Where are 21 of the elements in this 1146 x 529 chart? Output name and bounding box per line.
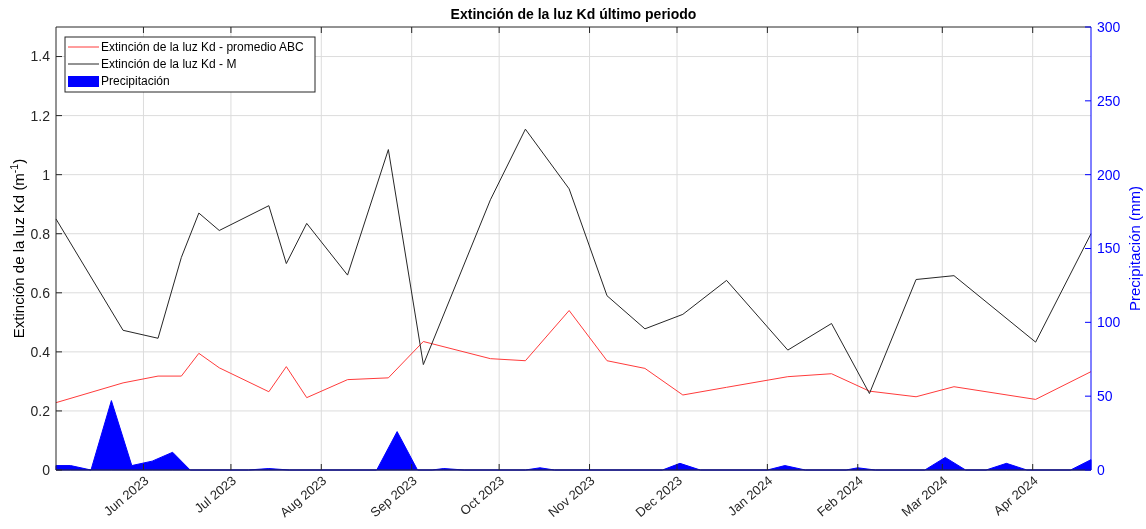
- y-tick-label: 0.4: [30, 343, 51, 360]
- legend-label: Extinción de la luz Kd - M: [101, 57, 237, 72]
- y-tick-label: 0.8: [30, 225, 51, 242]
- y-tick-label: 1.4: [30, 48, 51, 65]
- y-tick-label: 0.2: [30, 402, 51, 419]
- y-tick-label: 0: [42, 461, 51, 478]
- y-tick-label: 1.2: [30, 107, 51, 124]
- y2-tick-label: 50: [1097, 388, 1113, 405]
- line-series: [55, 310, 1092, 404]
- y2-tick-label: 100: [1097, 314, 1121, 331]
- y-tick-label: 1: [42, 166, 51, 183]
- legend-label: Precipitación: [101, 74, 170, 89]
- y2-axis-title: Precipitación (mm): [1126, 185, 1143, 312]
- y-tick-label: 0.6: [30, 284, 51, 301]
- legend-label: Extinción de la luz Kd - promedio ABC: [101, 40, 305, 55]
- y2-tick-label: 300: [1097, 18, 1121, 35]
- y2-tick-label: 0: [1097, 461, 1105, 478]
- y2-tick-label: 250: [1097, 92, 1121, 109]
- y2-tick-label: 150: [1097, 240, 1121, 257]
- y2-tick-label: 200: [1097, 166, 1121, 183]
- chart-title: Extinción de la luz Kd último periodo: [450, 6, 697, 22]
